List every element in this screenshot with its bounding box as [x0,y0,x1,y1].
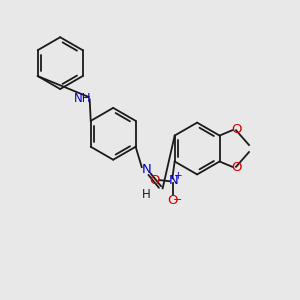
Text: O: O [149,173,160,187]
Text: NH: NH [74,92,91,105]
Text: N: N [142,163,152,176]
Text: −: − [173,195,183,205]
Text: +: + [174,172,182,182]
Text: O: O [231,161,242,174]
Text: H: H [142,188,151,201]
Text: O: O [231,123,242,136]
Text: N: N [168,173,178,187]
Text: O: O [167,194,178,207]
